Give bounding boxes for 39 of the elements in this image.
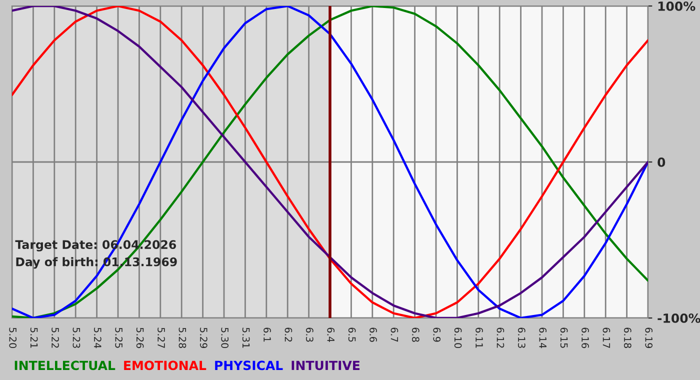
x-tick-label: 6.1 <box>264 328 271 342</box>
x-tick-label: 6.18 <box>624 328 632 348</box>
x-tick-label: 6.9 <box>433 328 441 342</box>
x-tick-label: 6.11 <box>476 328 483 348</box>
x-tick-label: 6.10 <box>454 328 462 348</box>
x-tick-label: 5.22 <box>52 328 59 348</box>
text: EMOTIONAL <box>124 360 206 370</box>
x-tick-label: 6.14 <box>539 328 547 348</box>
x-tick-label: 5.30 <box>221 328 229 348</box>
x-tick-label: 6.3 <box>306 328 314 342</box>
line-series <box>12 6 648 318</box>
x-tick-label: 5.20 <box>9 328 17 348</box>
x-tick-label: 5.24 <box>94 328 102 348</box>
x-tick-label: 5.23 <box>72 328 80 348</box>
text: INTELLECTUAL <box>14 360 116 370</box>
x-tick-label: 5.26 <box>136 328 144 348</box>
x-tick-label: 6.15 <box>560 328 568 348</box>
x-tick-label: 6.8 <box>412 328 420 342</box>
x-tick-label: 6.5 <box>348 328 356 342</box>
x-tick-label: 5.29 <box>200 328 208 348</box>
x-tick-label: 5.25 <box>115 328 123 348</box>
x-tick-label: 6.13 <box>518 328 526 348</box>
x-tick-label: 6.19 <box>645 328 653 348</box>
x-tick-label: 6.16 <box>582 328 589 348</box>
y-tick-label: 100% <box>658 1 696 11</box>
x-tick-label: 5.31 <box>242 328 250 348</box>
y-tick-label: -100% <box>658 313 700 323</box>
y-tick-label: 0 <box>658 157 666 167</box>
x-tick-label: 6.12 <box>496 328 504 348</box>
x-tick-label: 6.6 <box>370 328 377 342</box>
x-tick-label: 6.2 <box>284 328 292 342</box>
x-tick-label: 5.27 <box>158 328 165 348</box>
x-tick-label: 6.4 <box>327 328 335 342</box>
text: INTUITIVE <box>292 360 360 370</box>
text: PHYSICAL <box>215 360 283 370</box>
x-tick-label: 6.7 <box>390 328 398 342</box>
x-tick-label: 5.28 <box>178 328 186 348</box>
x-tick-label: 5.21 <box>30 328 38 348</box>
x-tick-label: 6.17 <box>602 328 610 348</box>
